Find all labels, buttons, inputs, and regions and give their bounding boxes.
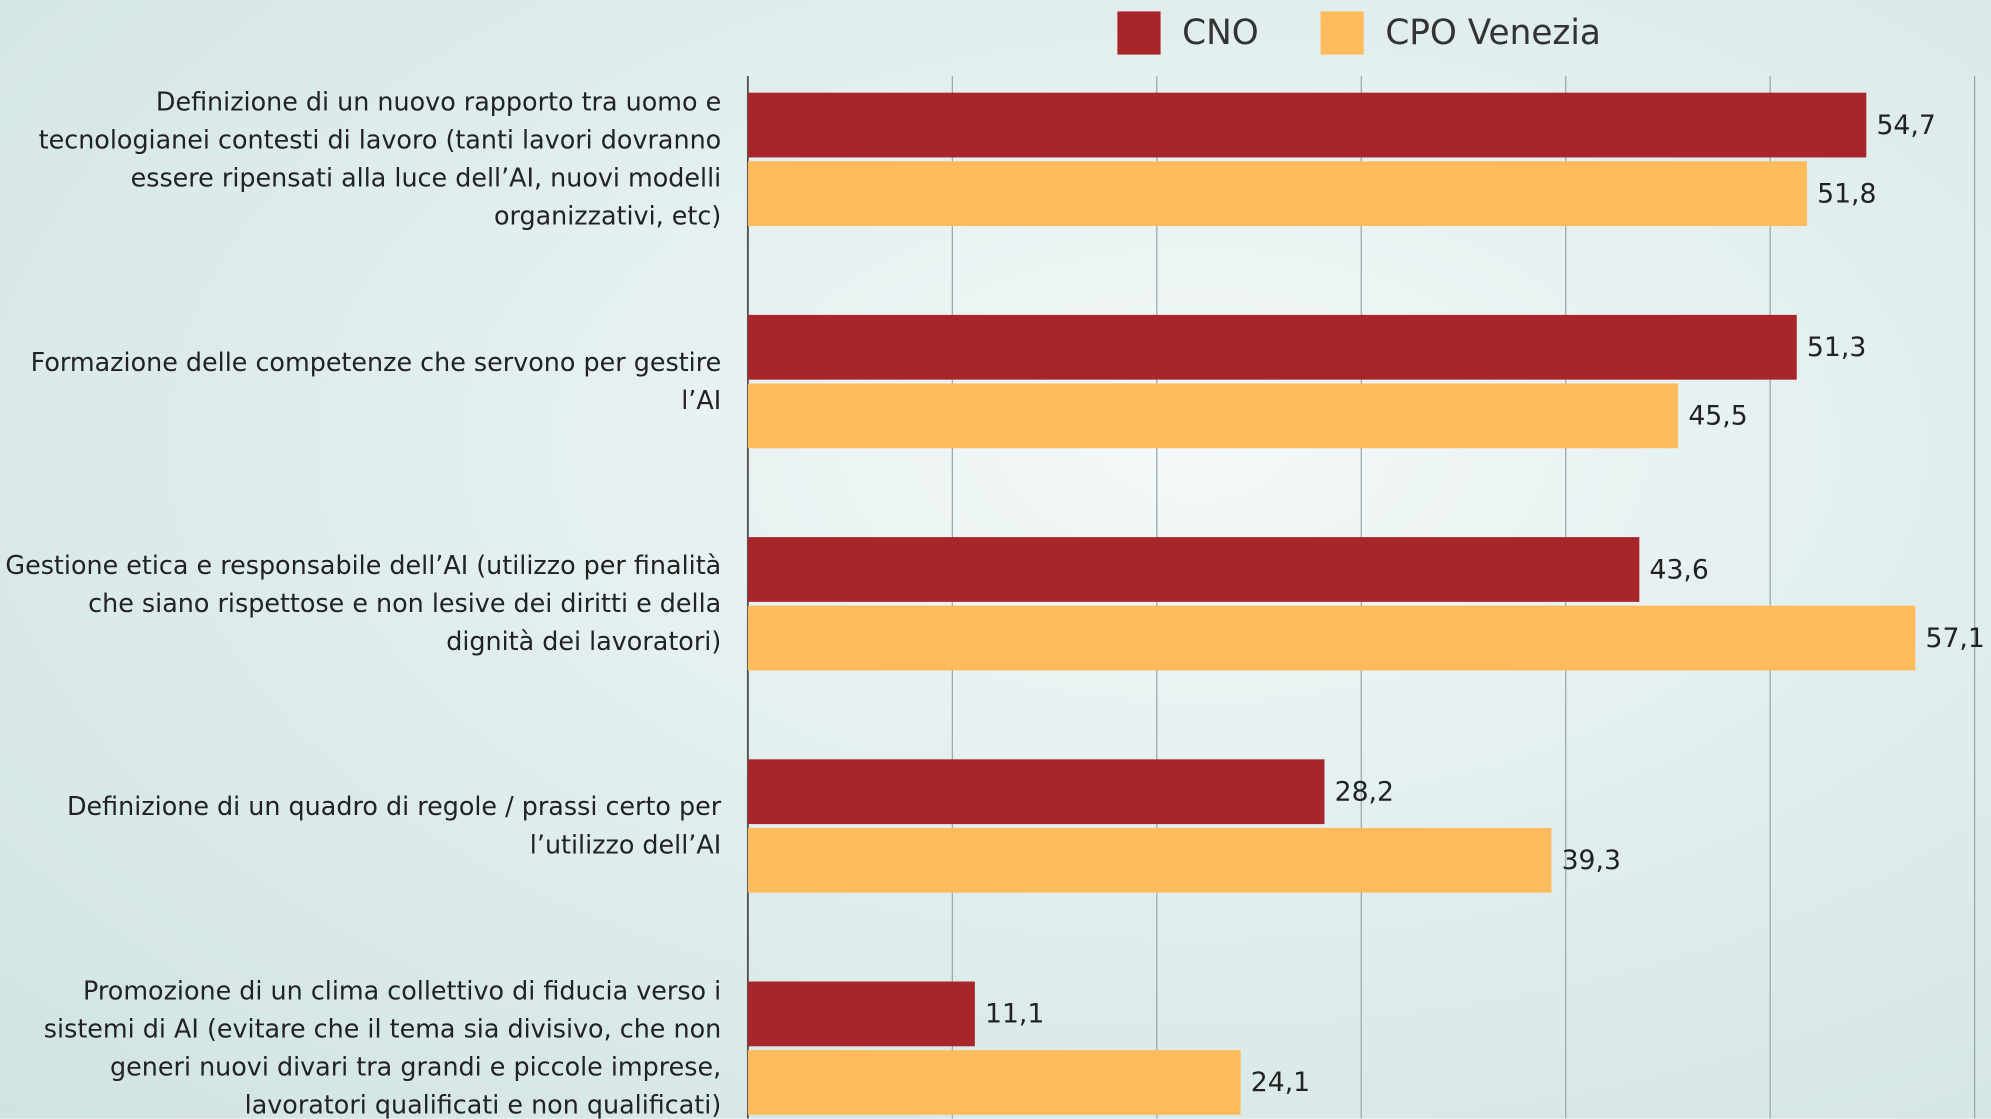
bar [747, 161, 1807, 227]
value-label: 45,5 [1688, 401, 1747, 432]
bar [747, 383, 1679, 449]
category-label: Definizione di un quadro di regole / pra… [67, 790, 722, 859]
category-label: Promozione di un clima collettivo di fid… [43, 974, 722, 1119]
bar [747, 981, 975, 1047]
legend-swatch [1117, 11, 1161, 55]
category-label: Formazione delle competenze che servono … [30, 346, 722, 415]
bar [747, 605, 1916, 671]
category-label: Gestione etica e responsabile dell’AI (u… [5, 549, 722, 656]
category-label: Definizione di un nuovo rapporto tra uom… [38, 85, 722, 231]
value-label: 43,6 [1649, 554, 1708, 585]
value-label: 51,8 [1817, 178, 1876, 209]
bar [747, 1050, 1241, 1115]
legend-label: CPO Venezia [1385, 13, 1601, 53]
bar [747, 537, 1640, 602]
value-label: 24,1 [1251, 1067, 1310, 1098]
value-label: 28,2 [1335, 776, 1394, 807]
value-label: 57,1 [1926, 623, 1985, 654]
value-label: 11,1 [985, 999, 1044, 1030]
value-label: 39,3 [1562, 845, 1621, 876]
bar [747, 314, 1797, 380]
value-label: 51,3 [1807, 332, 1866, 363]
bar [747, 92, 1867, 158]
value-label: 54,7 [1876, 110, 1935, 141]
bar [747, 759, 1325, 825]
legend-swatch [1320, 11, 1364, 55]
bar [747, 827, 1552, 893]
legend-label: CNO [1182, 13, 1259, 53]
